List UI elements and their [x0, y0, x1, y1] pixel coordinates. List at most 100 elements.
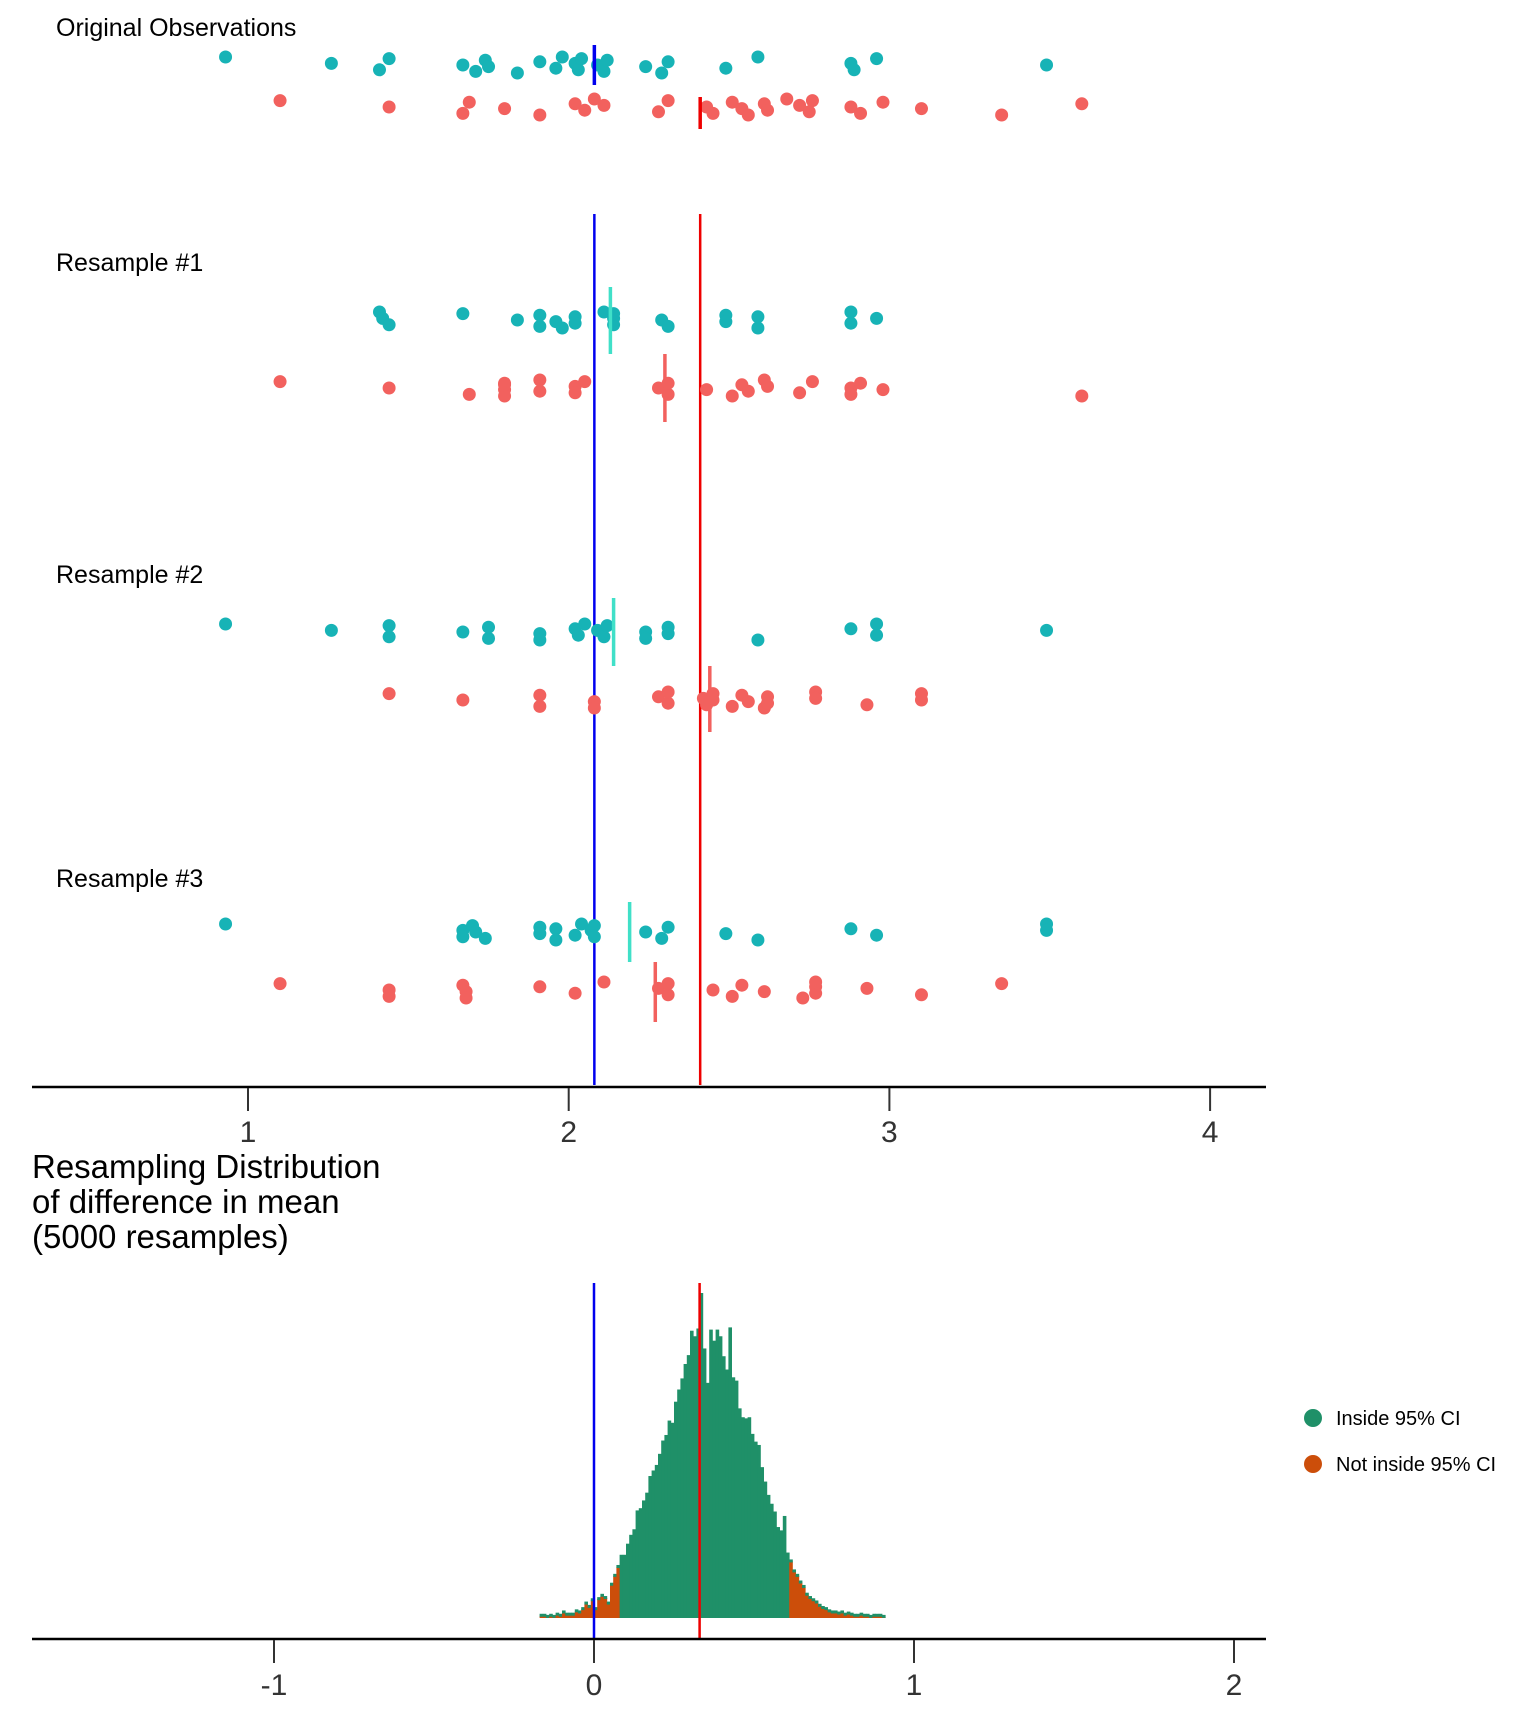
point-group-a: [719, 315, 733, 329]
point-group-a: [555, 321, 569, 335]
point-group-a: [847, 63, 861, 77]
hist-bar-outside-ci: [808, 1598, 812, 1618]
hist-bar-cap: [843, 1612, 848, 1616]
point-group-b: [860, 698, 874, 712]
point-group-b: [382, 381, 396, 395]
hist-bar-inside-ci: [763, 1481, 768, 1618]
hist-bar-outside-ci: [555, 1614, 560, 1618]
point-group-b: [661, 988, 675, 1002]
point-group-b: [651, 105, 665, 119]
hist-bar-inside-ci: [718, 1336, 723, 1618]
hist-bar-cap: [539, 1613, 544, 1617]
point-group-a: [372, 63, 386, 77]
point-group-b: [706, 106, 720, 120]
hist-bar-outside-ci: [846, 1613, 851, 1618]
hist-bar-inside-ci: [760, 1467, 764, 1618]
point-group-a: [719, 927, 733, 941]
hist-bar-inside-ci: [619, 1554, 624, 1618]
point-group-a: [533, 308, 547, 322]
point-group-b: [757, 985, 771, 999]
point-group-b: [533, 384, 547, 398]
hist-bar-outside-ci: [568, 1614, 572, 1618]
hist-bar-cap: [834, 1610, 838, 1614]
histogram-title-line-1: Resampling Distribution: [32, 1148, 380, 1185]
hist-bar-cap: [837, 1611, 841, 1615]
point-group-b: [382, 687, 396, 701]
hist-bar-inside-ci: [731, 1377, 736, 1618]
point-group-b: [809, 975, 823, 989]
hist-bar-outside-ci: [875, 1615, 880, 1618]
hist-bar-cap: [568, 1612, 572, 1616]
point-group-a: [219, 917, 233, 931]
hist-bar-cap: [600, 1593, 604, 1597]
point-group-a: [469, 925, 483, 939]
hist-bar-inside-ci: [626, 1543, 630, 1618]
hist-bar-inside-ci: [654, 1464, 659, 1618]
hist-bar-outside-ci: [578, 1612, 582, 1618]
point-group-a: [870, 928, 884, 942]
hist-bar-cap: [811, 1598, 816, 1602]
hist-bar-cap: [549, 1613, 553, 1617]
point-group-b: [533, 108, 547, 122]
hist-bar-outside-ci: [795, 1575, 800, 1618]
point-group-a: [751, 933, 765, 947]
point-group-b: [498, 378, 512, 392]
hist-bar-inside-ci: [635, 1510, 640, 1618]
hist-bar-inside-ci: [747, 1417, 752, 1618]
point-group-a: [751, 321, 765, 335]
point-group-a: [549, 933, 563, 947]
bottom-x-axis: -1 0 1 2: [32, 1637, 1266, 1702]
hist-bar-cap: [821, 1606, 825, 1610]
point-group-a: [571, 63, 585, 77]
point-group-a: [382, 318, 396, 332]
hist-bar-outside-ci: [814, 1602, 819, 1618]
point-group-b: [854, 376, 868, 390]
panel-label: Original Observations: [56, 14, 296, 42]
legend-swatch-outside: [1304, 1455, 1322, 1473]
panel-1: Resample #1: [56, 249, 1089, 422]
top-tick-label: 1: [240, 1116, 257, 1149]
point-group-a: [382, 52, 396, 66]
point-group-b: [661, 94, 675, 108]
point-group-a: [1040, 923, 1054, 937]
hist-bar-cap: [789, 1559, 793, 1563]
hist-bar-inside-ci: [750, 1433, 755, 1618]
hist-bar-inside-ci: [683, 1363, 688, 1618]
point-group-a: [870, 617, 884, 631]
point-group-b: [793, 386, 807, 400]
hist-bar-outside-ci: [850, 1614, 854, 1618]
point-group-a: [549, 922, 563, 936]
hist-bar-inside-ci: [696, 1328, 700, 1618]
point-group-a: [597, 305, 611, 319]
hist-bar-cap: [565, 1612, 569, 1616]
hist-bar-inside-ci: [738, 1408, 742, 1618]
point-group-b: [995, 977, 1009, 991]
hist-bar-cap: [603, 1596, 608, 1600]
hist-bar-cap: [802, 1584, 806, 1588]
point-group-a: [639, 60, 653, 74]
point-group-b: [761, 696, 775, 710]
point-group-a: [482, 620, 496, 634]
point-group-b: [382, 989, 396, 1003]
panel-label: Resample #3: [56, 865, 203, 893]
hist-bar-cap: [818, 1603, 822, 1607]
point-group-a: [1040, 623, 1054, 637]
point-group-a: [571, 628, 585, 642]
panel-label: Resample #1: [56, 249, 203, 277]
point-group-a: [533, 633, 547, 647]
point-group-a: [751, 633, 765, 647]
hist-bar-inside-ci: [645, 1492, 649, 1618]
hist-bar-inside-ci: [693, 1336, 697, 1618]
point-group-b: [273, 375, 287, 389]
bottom-tick-label: 0: [586, 1669, 603, 1702]
point-group-a: [587, 919, 601, 933]
point-group-a: [382, 630, 396, 644]
hist-bar-outside-ci: [590, 1600, 595, 1618]
point-group-b: [706, 983, 720, 997]
hist-bar-outside-ci: [581, 1609, 585, 1618]
hist-bar-outside-ci: [606, 1603, 611, 1618]
point-group-b: [793, 98, 807, 112]
point-group-a: [661, 319, 675, 333]
point-group-a: [597, 630, 611, 644]
